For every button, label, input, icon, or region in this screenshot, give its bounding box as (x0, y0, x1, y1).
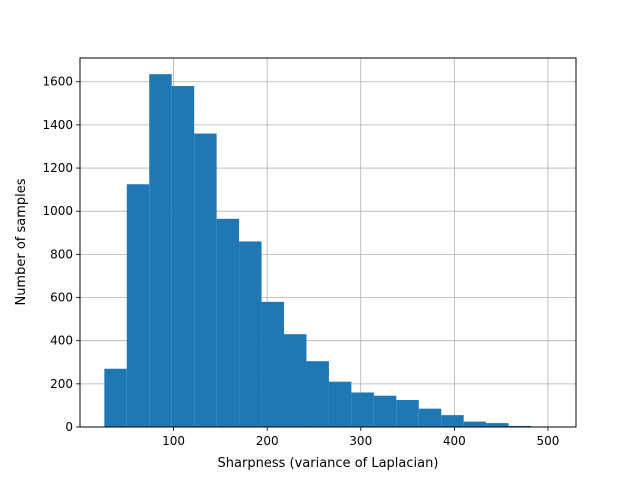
x-tick-label: 500 (536, 434, 559, 448)
histogram-bar (284, 334, 306, 427)
histogram-bar (441, 415, 463, 427)
histogram-bar (486, 423, 508, 427)
x-tick-label: 400 (443, 434, 466, 448)
histogram-bar (329, 382, 351, 427)
y-tick-label: 1600 (42, 75, 73, 89)
x-tick-label: 300 (349, 434, 372, 448)
histogram-bar (464, 422, 486, 427)
histogram-bar (194, 134, 216, 427)
y-tick-label: 800 (50, 247, 73, 261)
histogram-bar (419, 409, 441, 427)
histogram-bar (217, 219, 239, 427)
y-tick-label: 0 (65, 420, 73, 434)
histogram-bar (396, 400, 418, 427)
histogram-bar (306, 361, 328, 427)
histogram-bar (262, 302, 284, 427)
y-tick-label: 1000 (42, 204, 73, 218)
y-tick-label: 400 (50, 334, 73, 348)
histogram-bar (149, 74, 171, 427)
x-tick-label: 100 (162, 434, 185, 448)
histogram-bar (239, 241, 261, 427)
y-tick-label: 1200 (42, 161, 73, 175)
y-tick-label: 1400 (42, 118, 73, 132)
histogram-bars (104, 74, 553, 427)
histogram-bar (172, 86, 194, 427)
y-tick-label: 200 (50, 377, 73, 391)
histogram-bar (104, 369, 126, 427)
histogram-bar (351, 392, 373, 427)
x-axis-label: Sharpness (variance of Laplacian) (218, 456, 439, 471)
y-tick-label: 600 (50, 291, 73, 305)
y-axis-label: Number of samples (14, 178, 29, 305)
x-tick-label: 200 (256, 434, 279, 448)
histogram-bar (127, 184, 149, 427)
histogram-bar (374, 396, 396, 427)
